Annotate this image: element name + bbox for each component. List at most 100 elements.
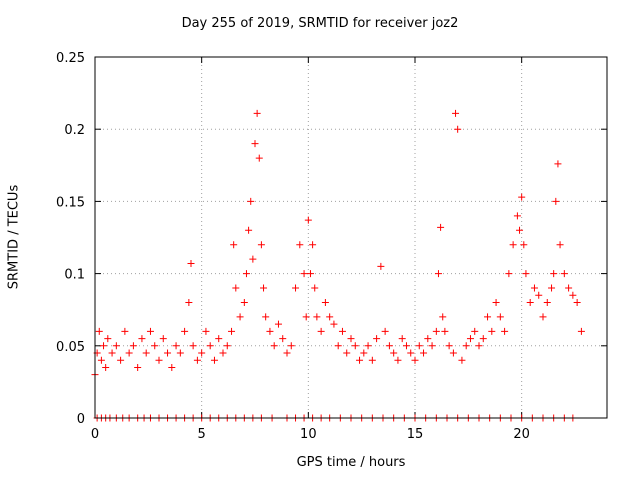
data-point [368,356,376,364]
data-point [556,241,564,249]
data-point [283,349,291,357]
data-point [411,356,419,364]
data-point [232,284,240,292]
data-point [300,270,308,278]
data-point [279,335,287,343]
x-axis-label: GPS time / hours [296,455,406,470]
data-point [373,335,381,343]
data-point [381,327,389,335]
data-point [240,298,248,306]
y-tick-label: 0.2 [64,123,85,138]
data-point [445,342,453,350]
data-point [338,327,346,335]
data-point [437,223,445,231]
x-tick-label: 15 [407,427,424,442]
data-point [394,356,402,364]
data-point [560,270,568,278]
data-point [520,241,528,249]
data-point [228,327,236,335]
data-point [522,270,530,278]
data-point [206,342,214,350]
data-point [270,342,278,350]
y-tick-label: 0.05 [56,340,85,355]
x-tick-label: 20 [513,427,530,442]
data-point [121,327,129,335]
data-point [505,270,513,278]
y-tick-label: 0.15 [56,195,85,210]
data-point [292,284,300,292]
data-point [313,313,321,321]
data-point [311,284,319,292]
data-point [407,349,415,357]
data-point [552,197,560,205]
data-point [309,241,317,249]
data-point [242,270,250,278]
y-tick-label: 0.25 [56,51,85,66]
data-point [117,356,125,364]
data-point [104,335,112,343]
data-point [402,342,410,350]
grid-lines [95,57,607,418]
data-point [95,327,103,335]
data-point [516,226,524,234]
data-point [146,327,154,335]
data-point [343,349,351,357]
data-point [193,356,201,364]
data-point [274,320,282,328]
data-point [151,342,159,350]
data-point [142,349,150,357]
data-point [428,342,436,350]
data-point [187,259,195,267]
axis-ticks: 0 0.05 0.1 0.15 0.2 0.25 0 5 10 15 20 [56,51,607,442]
data-point [247,197,255,205]
data-point [466,335,474,343]
data-point [181,327,189,335]
data-point [108,349,116,357]
data-point [172,342,180,350]
data-point [215,335,223,343]
data-point [454,125,462,133]
data-point [164,349,172,357]
data-point [321,298,329,306]
data-point [565,284,573,292]
y-tick-label: 0 [77,412,85,427]
data-point [236,313,244,321]
data-point [415,342,423,350]
data-points [91,109,585,422]
data-point [509,241,517,249]
data-point [185,298,193,306]
data-point [530,284,538,292]
data-point [377,262,385,270]
data-point [230,241,238,249]
data-point [356,356,364,364]
data-point [554,160,562,168]
data-point [484,313,492,321]
data-point [255,154,263,162]
data-point [439,313,447,321]
data-point [548,284,556,292]
y-tick-label: 0.1 [64,268,85,283]
data-point [317,327,325,335]
data-point [398,335,406,343]
x-tick-label: 5 [198,427,206,442]
data-point [434,270,442,278]
data-point [266,327,274,335]
data-point [543,298,551,306]
data-point [304,216,312,224]
data-point [539,313,547,321]
data-point [351,342,359,350]
data-point [287,342,295,350]
data-point [569,291,577,299]
data-point [138,335,146,343]
data-point [458,356,466,364]
data-point [513,212,521,220]
data-point [441,327,449,335]
data-point [129,342,137,350]
data-point [249,255,257,263]
data-point [159,335,167,343]
data-point [253,109,261,117]
data-point [424,335,432,343]
data-point [251,140,259,148]
data-point [479,335,487,343]
